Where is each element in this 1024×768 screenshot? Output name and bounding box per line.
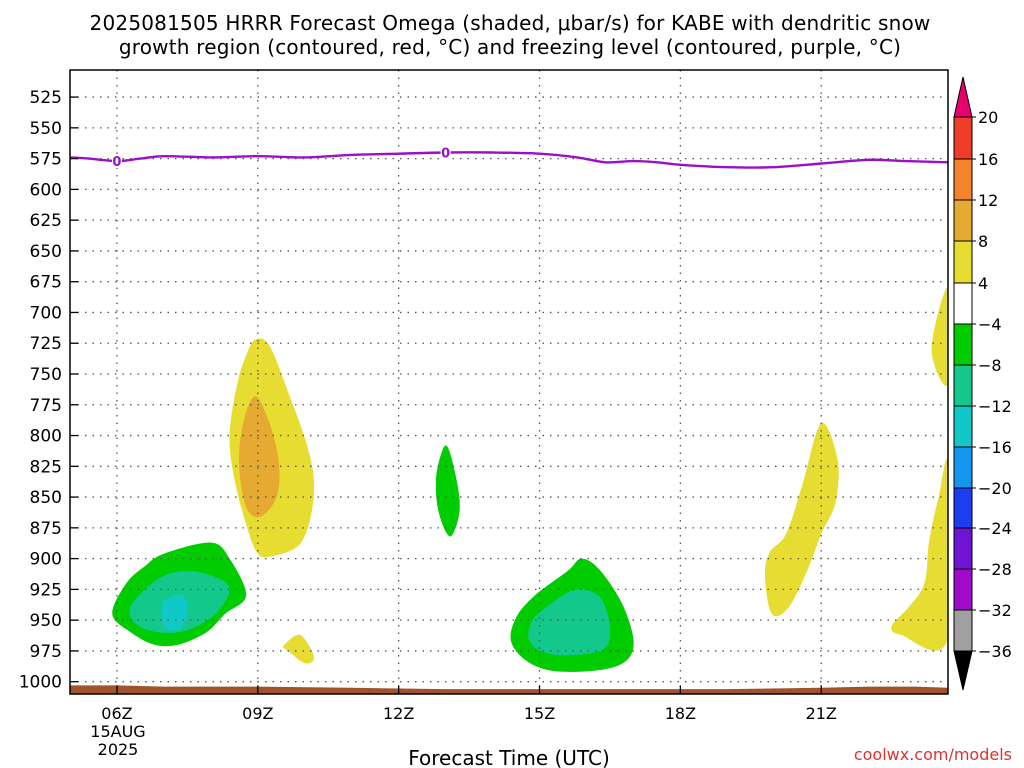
colorbar-label: −32 (978, 601, 1012, 620)
colorbar: 20 16 12 8 4 −4 −8 −12 −16 −20 −24 −28 −32 −36 (953, 76, 1012, 691)
y-tick-label: 900 (30, 550, 62, 570)
y-tick-label: 525 (30, 88, 62, 108)
plot-frame (69, 69, 949, 695)
omega-region (283, 634, 315, 664)
colorbar-top-arrow (953, 76, 973, 118)
y-tick-label: 750 (30, 365, 62, 385)
omega-region (528, 589, 610, 656)
surface-band (70, 685, 948, 694)
omega-shading-layer (70, 287, 948, 694)
y-tick-label: 850 (30, 488, 62, 508)
y-tick-label: 775 (30, 396, 62, 416)
freezing-level-label: 0 (112, 155, 121, 170)
x-tick-label: 12Z (383, 704, 414, 723)
freezing-level-layer: 00 (70, 145, 948, 170)
omega-region (931, 287, 948, 386)
colorbar-label: −4 (978, 315, 1002, 334)
colorbar-label: 4 (978, 274, 988, 293)
colorbar-label: −16 (978, 438, 1012, 457)
colorbar-label: −24 (978, 519, 1012, 538)
y-tick-label: 925 (30, 580, 62, 600)
y-tick-label: 600 (30, 180, 62, 200)
date-label-year: 2025 (98, 740, 139, 759)
colorbar-segment (953, 158, 973, 201)
colorbar-label: 16 (978, 150, 998, 169)
colorbar-segment (953, 568, 973, 611)
colorbar-label: −28 (978, 560, 1012, 579)
omega-region (238, 396, 280, 518)
omega-region (161, 594, 188, 632)
y-tick-label: 975 (30, 642, 62, 662)
colorbar-label: 20 (978, 108, 998, 127)
freezing-level-label-background (111, 154, 122, 169)
colorbar-label: −8 (978, 356, 1002, 375)
colorbar-label: −20 (978, 479, 1012, 498)
omega-region (891, 459, 948, 651)
omega-region (764, 422, 839, 617)
y-tick-label: 675 (30, 273, 62, 293)
y-tick-label: 625 (30, 211, 62, 231)
colorbar-segment (953, 199, 973, 242)
freezing-level-label-background (440, 145, 451, 160)
y-axis-labels: 525 550 575 600 625 650 675 700 725 750 775 800 825 8… (19, 88, 78, 693)
colorbar-label: 8 (978, 232, 988, 251)
date-label-day: 15AUG (90, 722, 145, 741)
colorbar-segment (953, 609, 973, 652)
y-tick-label: 725 (30, 334, 62, 354)
chart-title-line-1: 2025081505 HRRR Forecast Omega (shaded, … (90, 11, 931, 35)
colorbar-label: −12 (978, 397, 1012, 416)
x-tick-label: 18Z (665, 704, 696, 723)
freezing-level-line (70, 151, 948, 169)
y-tick-label: 575 (30, 150, 62, 170)
colorbar-segment (953, 446, 973, 489)
colorbar-label: −36 (978, 642, 1012, 661)
colorbar-bottom-arrow (953, 650, 973, 691)
y-tick-label: 550 (30, 119, 62, 139)
omega-region (435, 445, 460, 537)
x-axis-title: Forecast Time (UTC) (408, 746, 610, 768)
freezing-level-label: 0 (441, 146, 450, 161)
colorbar-segment (953, 487, 973, 529)
credit-text: coolwx.com/models (854, 745, 1012, 764)
colorbar-segment (953, 323, 973, 366)
x-tick-label: 21Z (806, 704, 837, 723)
x-tick-label: 15Z (524, 704, 555, 723)
y-tick-label: 950 (30, 611, 62, 631)
y-tick-label: 825 (30, 457, 62, 477)
x-tick-label: 09Z (242, 704, 273, 723)
colorbar-segment (953, 364, 973, 407)
colorbar-label: 12 (978, 191, 998, 210)
x-tick-label: 06Z (101, 704, 132, 723)
colorbar-segment (953, 240, 973, 284)
colorbar-segment (953, 282, 973, 325)
colorbar-segment (953, 405, 973, 448)
colorbar-segment (953, 116, 973, 160)
y-tick-label: 700 (30, 303, 62, 323)
x-axis-labels: 06Z 09Z 12Z 15Z 18Z 21Z (101, 686, 837, 723)
chart-title-line-2: growth region (contoured, red, °C) and f… (119, 35, 901, 59)
colorbar-segment (953, 527, 973, 570)
y-tick-label: 800 (30, 427, 62, 447)
y-tick-label: 875 (30, 519, 62, 539)
y-tick-label: 1000 (19, 673, 62, 693)
y-tick-label: 650 (30, 242, 62, 262)
